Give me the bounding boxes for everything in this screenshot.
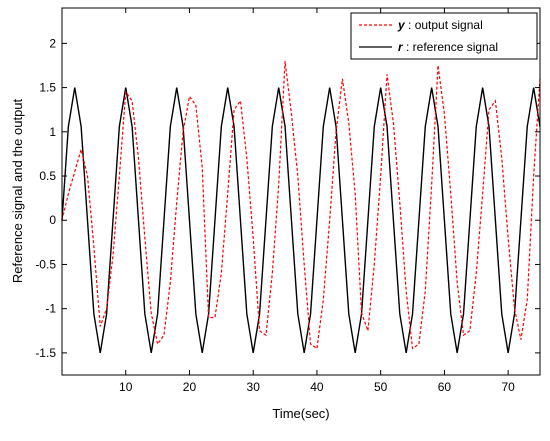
x-tick-label: 10 — [119, 380, 133, 394]
y-tick-label: -1 — [45, 302, 56, 316]
y-axis-label: Reference signal and the output — [10, 98, 25, 283]
legend-box — [350, 12, 538, 60]
y-tick-label: 1 — [49, 125, 56, 139]
y-tick-label: -0.5 — [35, 257, 56, 271]
y-tick-label: 1.5 — [39, 81, 56, 95]
tick-layer: 10 20 30 40 50 60 70 -1.5 -1 -0.5 0 0.5 1 1.5 2 — [35, 8, 540, 394]
y-tick-label: 0 — [49, 213, 56, 227]
x-axis-label: Time(sec) — [272, 406, 329, 421]
legend: y : output signal r : reference signal — [350, 12, 538, 60]
x-tick-label: 30 — [247, 380, 261, 394]
y-tick-label: -1.5 — [35, 346, 56, 360]
x-tick-label: 60 — [438, 380, 452, 394]
x-tick-label: 20 — [183, 380, 197, 394]
legend-label-reference: r : reference signal — [398, 40, 498, 54]
legend-label-output: y : output signal — [397, 18, 483, 32]
x-tick-label: 40 — [310, 380, 324, 394]
series-line-y — [61, 60, 541, 350]
y-tick-label: 0.5 — [39, 169, 56, 183]
x-tick-label: 70 — [501, 380, 515, 394]
series-layer — [61, 60, 541, 354]
x-tick-label: 50 — [374, 380, 388, 394]
series-line-r — [61, 87, 541, 354]
plot-frame — [61, 7, 541, 376]
plot-area — [62, 8, 540, 375]
y-tick-label: 2 — [49, 36, 56, 50]
